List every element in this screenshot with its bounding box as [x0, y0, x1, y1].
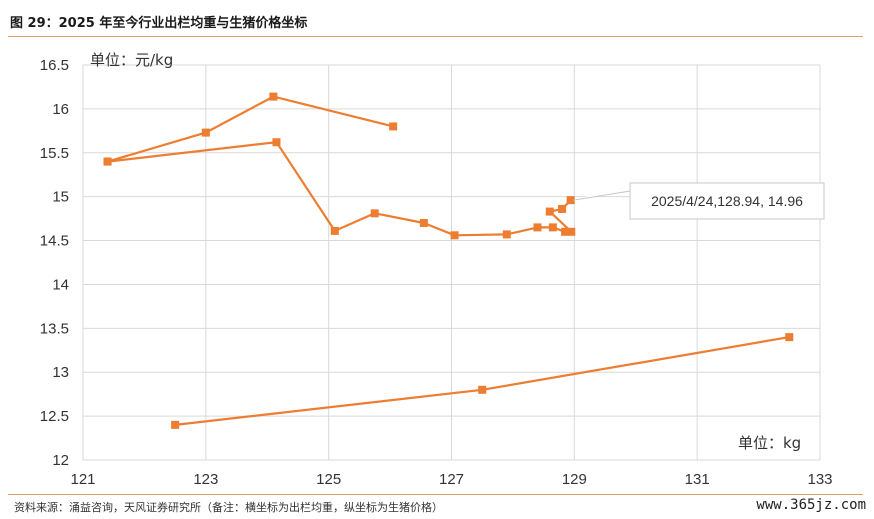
source-note: 资料来源：涌益咨询，天风证券研究所（备注：横坐标为出栏均重，纵坐标为生猪价格） — [14, 501, 443, 514]
watermark: www.365jz.com — [756, 497, 866, 513]
y-tick-label: 13 — [52, 364, 69, 381]
x-tick-label: 125 — [316, 471, 341, 488]
x-tick-label: 127 — [439, 471, 464, 488]
data-point — [389, 122, 398, 131]
x-tick-label: 121 — [70, 471, 95, 488]
x-tick-label: 133 — [807, 471, 832, 488]
x-tick-label: 131 — [685, 471, 710, 488]
chart-series — [103, 92, 794, 429]
y-tick-label: 15.5 — [40, 145, 69, 162]
data-point — [330, 226, 339, 235]
chart-grid — [82, 64, 821, 461]
x-tick-label: 123 — [193, 471, 218, 488]
data-point — [201, 128, 210, 137]
y-tick-label: 12.5 — [40, 408, 69, 425]
data-point — [558, 204, 567, 213]
data-point — [272, 138, 281, 147]
y-tick-label: 16 — [52, 101, 69, 118]
y-tick-label: 15 — [52, 189, 69, 206]
series-line — [107, 95, 394, 163]
chart: 12 12.5 13 13.5 14 14.5 15 15.5 16 16.5 121 123 125… — [40, 51, 833, 488]
data-point — [566, 196, 575, 205]
callout-pointer — [573, 182, 633, 201]
data-point — [548, 223, 557, 232]
y-axis-label: 单位：元/kg — [90, 51, 173, 69]
data-point — [545, 207, 554, 216]
data-point — [370, 209, 379, 218]
data-point — [171, 420, 180, 429]
title-divider — [8, 36, 863, 37]
data-point — [502, 230, 511, 239]
y-tick-label: 13.5 — [40, 320, 69, 337]
data-point — [561, 227, 570, 236]
series-line — [107, 141, 573, 237]
y-tick-label: 14.5 — [40, 233, 69, 250]
figure-title: 图 29：2025 年至今行业出栏均重与生猪价格坐标 — [10, 16, 308, 31]
y-tick-label: 16.5 — [40, 57, 69, 74]
data-point — [103, 157, 112, 166]
data-point — [478, 385, 487, 394]
y-tick-label: 12 — [52, 452, 69, 469]
y-tick-labels: 12 12.5 13 13.5 14 14.5 15 15.5 16 16.5 — [40, 57, 69, 469]
data-point — [450, 231, 459, 240]
data-point — [567, 227, 576, 236]
x-axis-label: 单位：kg — [738, 434, 801, 452]
callout-box — [629, 182, 825, 220]
data-point — [269, 92, 278, 101]
data-point — [785, 333, 794, 342]
chart-annotations: 2025/4/24,128.94, 14.96 — [573, 182, 825, 220]
footer-divider — [8, 494, 863, 495]
y-tick-label: 14 — [52, 276, 69, 293]
data-point — [533, 223, 542, 232]
x-tick-label: 129 — [562, 471, 587, 488]
data-point — [419, 219, 428, 227]
callout-label: 2025/4/24,128.94, 14.96 — [651, 193, 803, 209]
x-tick-labels: 121 123 125 127 129 131 133 — [70, 471, 832, 488]
